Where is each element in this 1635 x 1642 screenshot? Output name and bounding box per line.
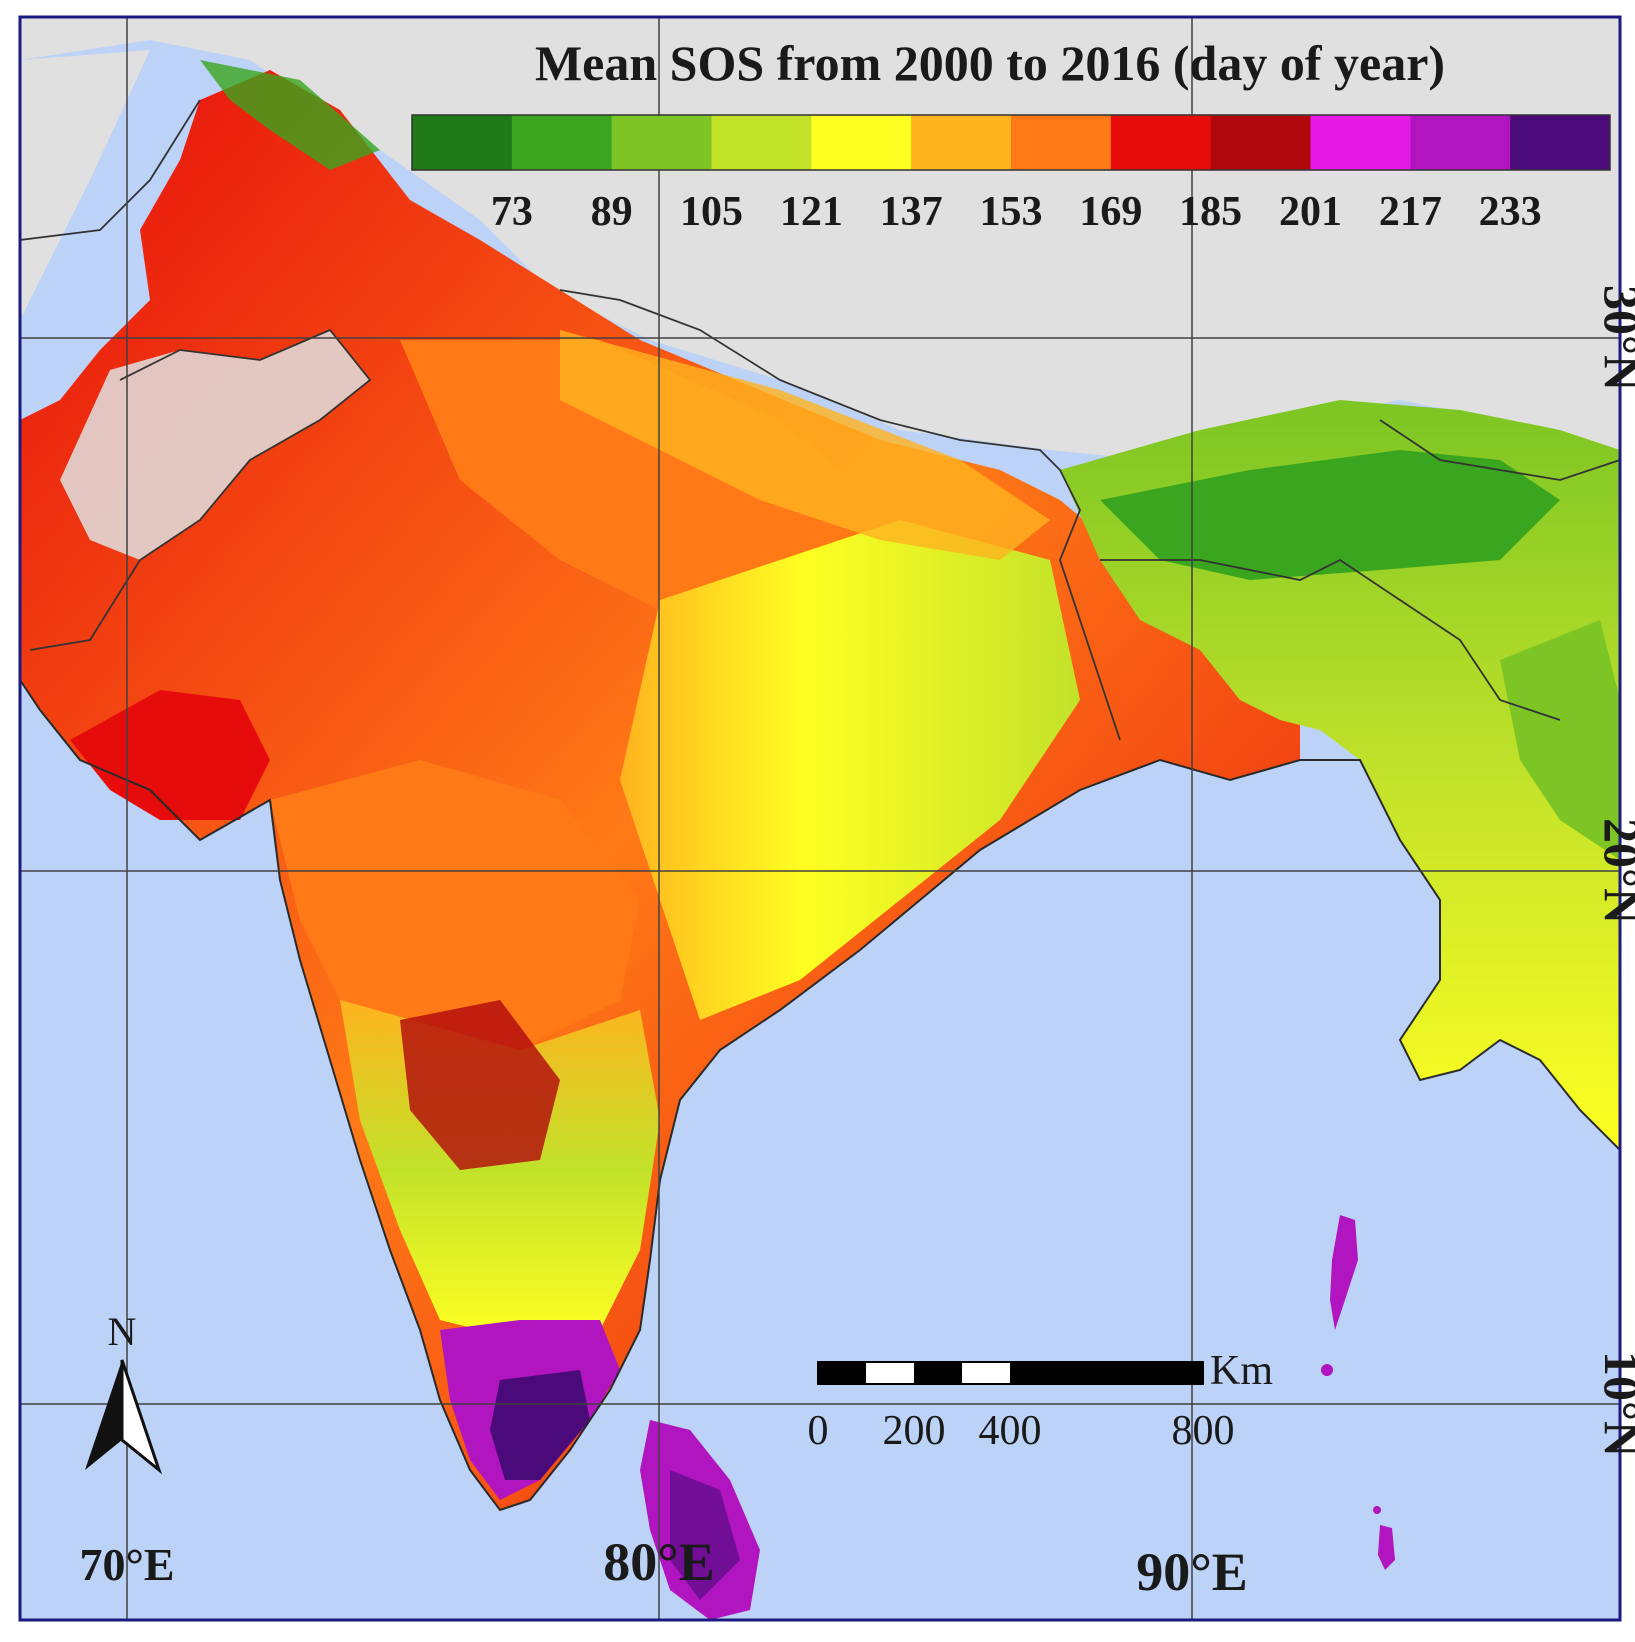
scale-label-400: 400: [979, 1408, 1042, 1454]
legend-swatch: [1011, 115, 1112, 170]
desert-grey: [60, 330, 370, 560]
north-arrow: N: [85, 1309, 163, 1475]
scale-label-0: 0: [808, 1408, 829, 1454]
region-west: [270, 760, 640, 1050]
region-srilanka-dark: [670, 1470, 740, 1600]
lat-label-20: 20°N: [1594, 818, 1635, 924]
legend-tick-label: 233: [1479, 189, 1542, 235]
north-arrow-icon: [85, 1360, 122, 1470]
region-central: [400, 340, 900, 620]
legend-swatch: [412, 115, 513, 170]
legend-tick-label: 137: [880, 189, 943, 235]
map-title: Mean SOS from 2000 to 2016 (day of year): [535, 35, 1445, 91]
legend-swatch: [911, 115, 1012, 170]
legend-tick-label: 73: [491, 189, 533, 235]
legend-swatch: [1310, 115, 1411, 170]
legend-tick-label: 217: [1379, 189, 1442, 235]
region-ne-green: [1100, 450, 1560, 580]
island-small-2: [1373, 1506, 1381, 1514]
islands-andaman: [1330, 1215, 1358, 1330]
island-small-1: [1321, 1364, 1333, 1376]
region-deccan-red: [400, 1000, 560, 1170]
legend-swatch: [511, 115, 613, 170]
lon-label-90: 90°E: [1136, 1542, 1248, 1602]
region-gangetic: [560, 330, 1050, 560]
region-myanmar-green: [1500, 620, 1620, 860]
legend-tick-label: 89: [591, 189, 633, 235]
legend-tick-label: 153: [980, 189, 1043, 235]
map-border: [18, 15, 1622, 1622]
legend-tick-label: 185: [1179, 189, 1242, 235]
region-himalaya-green: [200, 60, 380, 170]
islands-nicobar: [1378, 1525, 1395, 1570]
legend-swatch: [1210, 115, 1311, 170]
legend-swatch: [1510, 115, 1611, 170]
legend-swatch: [1410, 115, 1511, 170]
landmass-northeast: [1060, 400, 1620, 1150]
legend-tick-label: 121: [780, 189, 843, 235]
lon-label-70: 70°E: [79, 1539, 174, 1590]
region-east: [620, 520, 1080, 1020]
north-arrow-label: N: [108, 1309, 137, 1354]
legend-tick-labels: 73 89 105 121 137 153 169 185 201 217 233: [491, 189, 1542, 235]
legend-swatch: [711, 115, 812, 170]
legend-tick-label: 105: [680, 189, 743, 235]
legend-swatch: [1110, 115, 1212, 170]
legend-border: [411, 114, 1611, 171]
legend-tick-label: 201: [1279, 189, 1342, 235]
scale-label-200: 200: [883, 1408, 946, 1454]
scale-label-800: 800: [1172, 1408, 1235, 1454]
legend-colorbar: [411, 114, 1611, 171]
lon-label-80: 80°E: [603, 1532, 715, 1592]
legend-swatch: [611, 115, 712, 170]
border-lines: [19, 99, 1621, 741]
graticule: [20, 17, 1620, 1620]
land-outside-west: [20, 50, 150, 320]
coastline: [19, 679, 1621, 1512]
scale-unit: Km: [1210, 1348, 1273, 1394]
region-gujarat: [70, 690, 270, 820]
legend-tick-label: 169: [1079, 189, 1142, 235]
lat-label-30: 30°N: [1594, 285, 1635, 391]
lat-label-10: 10°N: [1594, 1351, 1635, 1457]
scale-bar: Km 0 200 400 800: [808, 1348, 1274, 1454]
legend-swatch: [811, 115, 912, 170]
region-southtip-dark: [490, 1370, 590, 1480]
